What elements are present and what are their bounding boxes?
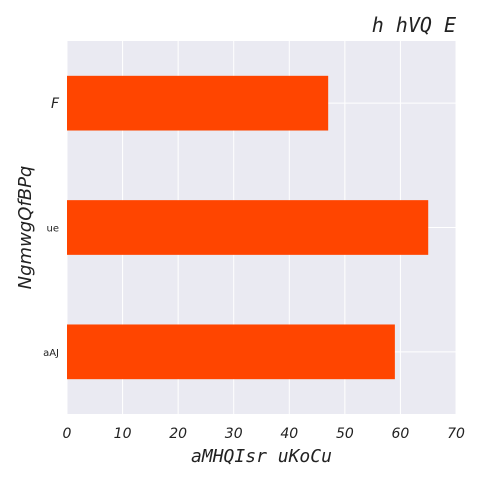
x-tick-labels: 0 10 20 30 40 50 60 70 — [63, 426, 465, 442]
x-tick-label: 10 — [114, 426, 132, 442]
y-axis-label: NgmwgQfBPq — [15, 166, 36, 290]
y-tick-label: F — [51, 96, 60, 112]
bar-f — [67, 75, 329, 131]
bar-ue — [67, 200, 429, 255]
x-axis-label: aMHQIsr uKoCu — [191, 446, 332, 467]
bar-aaj — [67, 324, 395, 380]
x-tick-label: 60 — [392, 426, 410, 442]
x-tick-label: 20 — [169, 426, 187, 442]
bars — [67, 75, 429, 380]
x-tick-label: 50 — [336, 426, 354, 442]
x-tick-label: 30 — [225, 426, 243, 442]
x-tick-label: 40 — [280, 426, 298, 442]
chart-title: h hVQ E — [372, 13, 456, 37]
x-tick-label: 0 — [63, 426, 72, 442]
y-tick-label: ue — [47, 224, 60, 235]
y-tick-label: aAJ — [43, 348, 59, 359]
x-tick-label: 70 — [447, 426, 465, 442]
y-tick-labels: aAJ ue F — [43, 96, 60, 359]
